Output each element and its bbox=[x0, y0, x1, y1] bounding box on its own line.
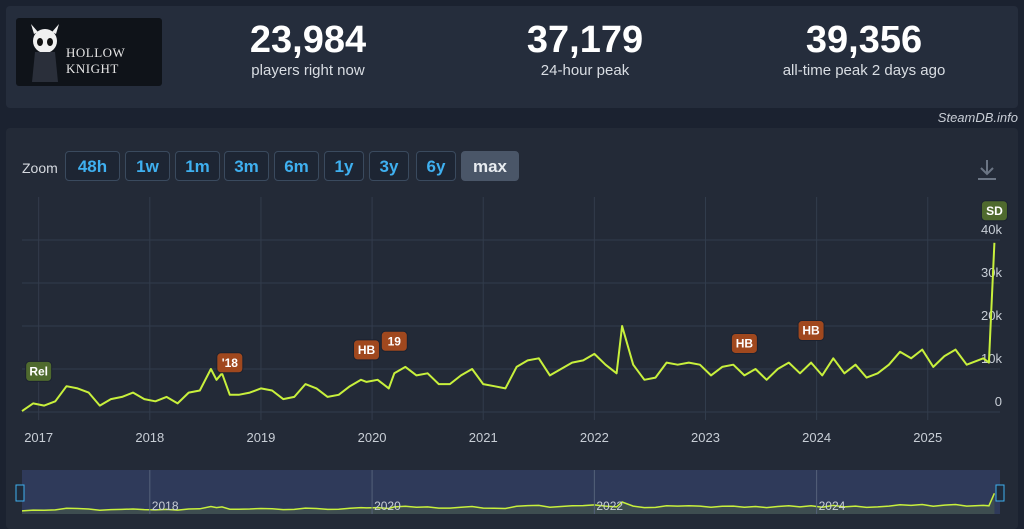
stat-24h-peak-value: 37,179 bbox=[526, 19, 644, 61]
zoom-1y-button[interactable]: 1y bbox=[324, 151, 364, 181]
x-tick-label: 2019 bbox=[246, 430, 275, 445]
annotation-badge[interactable] bbox=[730, 332, 758, 354]
x-tick-label: 2025 bbox=[913, 430, 942, 445]
navigator-handle-right[interactable] bbox=[995, 484, 1005, 502]
annotation-flag: SD bbox=[980, 200, 1008, 222]
annotation-flag: 19 bbox=[380, 330, 408, 352]
game-title: HOLLOW KNIGHT bbox=[66, 45, 126, 76]
stat-24h-peak: 37,179 24-hour peak bbox=[475, 18, 695, 80]
annotation-label: HB bbox=[358, 343, 376, 357]
stat-all-time-peak: 39,356 all-time peak 2 days ago bbox=[754, 18, 974, 80]
y-tick-label: 40k bbox=[981, 222, 1002, 237]
annotation-badge[interactable] bbox=[353, 339, 381, 361]
navigator-tick-label: 2024 bbox=[819, 499, 846, 513]
navigator-tick-label: 2020 bbox=[374, 499, 401, 513]
annotation-flag: HB bbox=[797, 320, 825, 342]
annotation-label: '18 bbox=[222, 356, 239, 370]
x-tick-label: 2021 bbox=[469, 430, 498, 445]
annotation-flag: HB bbox=[353, 339, 381, 361]
knight-logo-icon bbox=[31, 24, 59, 82]
stat-24h-peak-label: 24-hour peak bbox=[540, 62, 630, 79]
annotation-flag: '18 bbox=[216, 352, 244, 374]
zoom-1w-button[interactable]: 1w bbox=[125, 151, 170, 181]
zoom-6m-button[interactable]: 6m bbox=[274, 151, 319, 181]
annotation-flag: HB bbox=[730, 332, 758, 354]
x-tick-label: 2017 bbox=[24, 430, 53, 445]
annotation-badge[interactable] bbox=[380, 330, 408, 352]
annotation-badge[interactable] bbox=[25, 360, 53, 382]
x-tick-label: 2018 bbox=[135, 430, 164, 445]
stat-current-label: players right now bbox=[251, 62, 365, 79]
zoom-3m-button[interactable]: 3m bbox=[224, 151, 269, 181]
stat-current: 23,984 players right now bbox=[198, 18, 418, 80]
zoom-label: Zoom bbox=[22, 160, 58, 176]
stats-bar bbox=[6, 6, 1018, 108]
navigator-line bbox=[21, 492, 996, 512]
y-tick-label: 10k bbox=[981, 351, 1002, 366]
annotation-label: SD bbox=[986, 204, 1003, 218]
zoom-48h-button[interactable]: 48h bbox=[65, 151, 120, 181]
series-line bbox=[21, 242, 996, 412]
y-tick-label: 30k bbox=[981, 265, 1002, 280]
annotation-label: Rel bbox=[29, 364, 48, 378]
stat-current-value: 23,984 bbox=[249, 19, 367, 61]
chart-panel bbox=[6, 128, 1018, 529]
stat-all-time-peak-value: 39,356 bbox=[805, 19, 923, 61]
stat-all-time-peak-label: all-time peak 2 days ago bbox=[782, 62, 946, 79]
x-tick-label: 2020 bbox=[358, 430, 387, 445]
zoom-1m-button[interactable]: 1m bbox=[175, 151, 220, 181]
zoom-3y-button[interactable]: 3y bbox=[369, 151, 409, 181]
zoom-6y-button[interactable]: 6y bbox=[416, 151, 456, 181]
navigator-handle-left[interactable] bbox=[15, 484, 25, 502]
navigator-tick-label: 2018 bbox=[152, 499, 179, 513]
download-icon[interactable] bbox=[976, 158, 998, 182]
annotation-label: HB bbox=[802, 324, 820, 338]
annotation-badge[interactable] bbox=[216, 352, 244, 374]
x-tick-label: 2022 bbox=[580, 430, 609, 445]
annotation-label: 19 bbox=[388, 334, 402, 348]
navigator-tick-label: 2022 bbox=[596, 499, 623, 513]
annotation-flag: Rel bbox=[25, 360, 53, 382]
zoom-max-button[interactable]: max bbox=[461, 151, 519, 181]
x-tick-label: 2024 bbox=[802, 430, 831, 445]
game-capsule[interactable]: HOLLOW KNIGHT bbox=[16, 18, 162, 86]
annotation-label: HB bbox=[736, 336, 754, 350]
annotation-badge[interactable] bbox=[797, 320, 825, 342]
brand-link[interactable]: SteamDB.info bbox=[937, 110, 1018, 125]
x-tick-label: 2023 bbox=[691, 430, 720, 445]
annotation-badge[interactable] bbox=[980, 200, 1008, 222]
y-tick-label: 0 bbox=[995, 394, 1002, 409]
